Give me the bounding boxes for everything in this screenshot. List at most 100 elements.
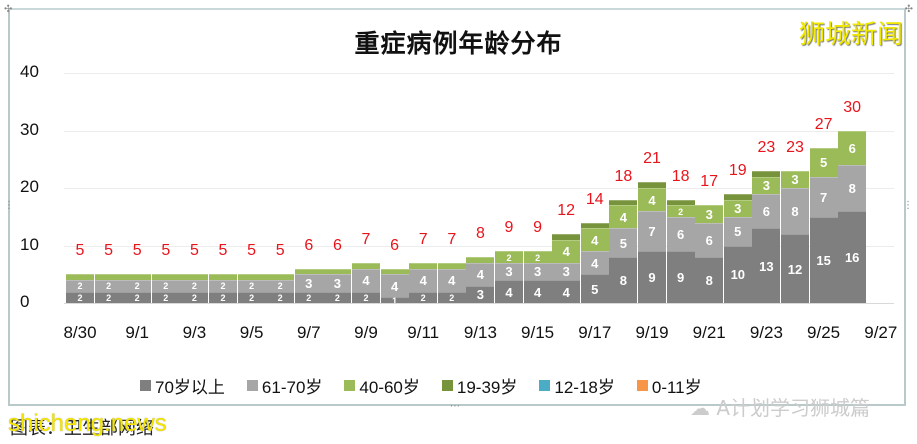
- bar-segment: [752, 170, 781, 177]
- bar-segment: [723, 193, 752, 200]
- legend-item[interactable]: 12-18岁: [539, 373, 615, 398]
- bar-segment: 4: [409, 268, 438, 292]
- x-tick-label: 9/11: [407, 323, 440, 342]
- legend-label: 12-18岁: [554, 378, 615, 397]
- legend-item[interactable]: 61-70岁: [246, 373, 323, 398]
- total-label: 18: [614, 167, 633, 185]
- resize-handle-top-left[interactable]: ✣: [4, 4, 13, 15]
- legend-item[interactable]: 19-39岁: [441, 373, 517, 398]
- bar-segment: 4: [580, 251, 609, 275]
- bar-segment: 6: [695, 222, 724, 257]
- bar-segment: 9: [666, 251, 695, 303]
- bar-segment: 2: [66, 280, 94, 292]
- bar-segment: 3: [723, 199, 752, 217]
- bar-9/22[interactable]: 10 5 3: [723, 193, 752, 303]
- legend-label: 40-60岁: [359, 378, 420, 397]
- bar-9/25[interactable]: 15 7 5: [809, 147, 838, 303]
- bar-9/24[interactable]: 12 8 3: [781, 170, 809, 303]
- y-tick-label: 10: [20, 234, 39, 254]
- bar-segment: [237, 274, 266, 280]
- bar-segment: 12: [781, 234, 809, 303]
- bar-9/23[interactable]: 13 6 3: [752, 170, 781, 303]
- bar-segment: 2: [323, 291, 352, 303]
- bar-segment: 2: [352, 291, 380, 303]
- gridline: [64, 130, 894, 132]
- bar-segment: 2: [266, 280, 295, 292]
- watermark-account: ☁ A计划学习狮城篇: [690, 392, 870, 421]
- total-label: 5: [75, 242, 85, 260]
- bar-segment: [352, 262, 380, 269]
- total-label: 30: [843, 98, 862, 116]
- resize-handle-right[interactable]: ⋮: [903, 200, 913, 211]
- bar-segment: 2: [666, 205, 695, 217]
- x-tick-label: 9/27: [864, 323, 898, 342]
- bar-segment: 4: [609, 205, 638, 229]
- total-label: 27: [814, 115, 833, 133]
- bar-segment: 4: [580, 228, 609, 252]
- legend-label: 70岁以上: [155, 378, 225, 397]
- bar-segment: 4: [552, 239, 581, 263]
- bar-segment: 3: [752, 176, 781, 194]
- bar-segment: 2: [94, 280, 123, 292]
- x-tick-label: 9/19: [635, 323, 669, 342]
- legend-item[interactable]: 40-60岁: [344, 373, 420, 398]
- bar-segment: 4: [638, 188, 666, 211]
- resize-handle-top-right[interactable]: ✣: [904, 4, 913, 15]
- bar-segment: 2: [266, 291, 295, 303]
- watermark-account-text: A计划学习狮城篇: [716, 396, 871, 420]
- total-label: 5: [275, 242, 285, 260]
- total-label: 23: [786, 138, 804, 156]
- x-tick-label: 9/13: [463, 323, 497, 342]
- x-tick-label: 9/21: [692, 323, 726, 342]
- bar-segment: 2: [151, 291, 180, 303]
- bar-segment: [380, 268, 409, 275]
- bar-segment: 3: [323, 274, 352, 292]
- bar-segment: [151, 274, 180, 280]
- legend-label: 61-70岁: [261, 378, 323, 397]
- total-label: 18: [671, 167, 690, 185]
- bar-segment: 2: [294, 291, 323, 303]
- bar-segment: 8: [609, 257, 638, 303]
- x-tick-label: 8/30: [63, 323, 97, 342]
- resize-handle-bottom[interactable]: ⋯: [450, 401, 460, 412]
- bar-segment: 6: [666, 216, 695, 252]
- chart-title: 重症病例年龄分布: [354, 29, 563, 58]
- y-tick-label: 30: [20, 119, 39, 139]
- legend-item[interactable]: 0-11岁: [636, 373, 702, 398]
- chart-legend: 70岁以上 61-70岁 40-60岁 19-39岁 12-18岁 0-11岁: [140, 373, 702, 398]
- resize-handle-left[interactable]: ⋮: [4, 200, 14, 211]
- total-label: 5: [161, 242, 171, 260]
- bar-segment: 8: [695, 257, 724, 303]
- watermark-site: shicheng.news: [8, 410, 167, 437]
- bar-segment: 5: [723, 216, 752, 246]
- bar-segment: 2: [523, 251, 552, 263]
- bar-segment: 2: [180, 280, 209, 292]
- total-label: 6: [390, 236, 400, 254]
- bar-9/26[interactable]: 16 8 6: [838, 130, 867, 303]
- legend-item[interactable]: 70岁以上: [140, 373, 225, 398]
- bar-segment: 3: [695, 205, 724, 223]
